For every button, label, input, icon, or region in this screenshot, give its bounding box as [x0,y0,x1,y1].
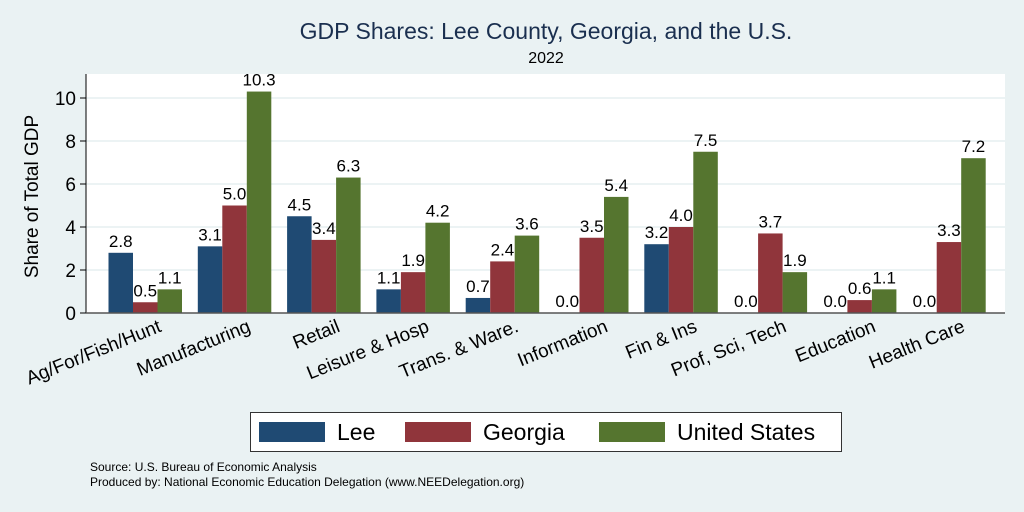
bar-georgia [668,227,694,313]
y-tick-label: 4 [65,218,76,239]
y-tick-label: 10 [55,89,76,110]
bar-georgia [758,233,783,313]
bar-lee [197,246,223,313]
bar-united-states [514,235,540,313]
data-label: 3.5 [580,217,604,236]
data-label: 0.0 [555,292,579,311]
notes: Source: U.S. Bureau of Economic Analysis… [90,460,524,490]
data-label: 4.0 [669,206,693,225]
data-label: 3.2 [645,223,669,242]
legend-label-lee: Lee [337,418,376,445]
y-tick-label: 2 [65,261,76,282]
data-label: 3.1 [198,225,222,244]
x-tick-label: Retail [290,316,343,354]
bar-united-states [246,91,272,313]
data-label: 10.3 [243,71,276,90]
y-axis-label: Share of Total GDP [22,115,43,278]
data-label: 5.4 [604,176,628,195]
data-label: 5.0 [223,185,247,204]
data-label: 2.4 [491,240,515,259]
bar-united-states [871,289,897,313]
data-label: 1.1 [872,268,896,287]
data-label: 1.1 [377,268,401,287]
bar-united-states [782,272,808,313]
bar-lee [465,297,491,313]
data-label: 3.6 [515,215,539,234]
data-label: 7.5 [694,131,718,150]
legend-label-united-states: United States [677,418,816,445]
data-label: 0.6 [848,279,872,298]
bar-lee [376,289,401,313]
x-tick-label: Information [515,316,611,371]
data-label: 4.5 [288,195,312,214]
data-label: 1.9 [783,251,807,270]
data-label: 2.8 [109,232,133,251]
x-tick-label: Education [792,316,878,367]
data-label: 6.3 [337,157,361,176]
bar-united-states [604,196,629,313]
bar-united-states [693,151,718,313]
x-tick-label: Health Care [866,316,968,373]
y-tick-label: 0 [65,304,76,325]
legend-swatch-georgia [405,422,471,442]
bar-georgia [936,242,962,313]
data-label: 1.1 [158,268,182,287]
data-label: 0.0 [823,292,847,311]
data-label: 0.0 [734,292,758,311]
bar-united-states [961,158,986,313]
legend-label-georgia: Georgia [483,418,565,445]
legend-swatch-united-states [599,422,665,442]
legend: Lee Georgia United States [250,412,842,452]
bar-united-states [336,177,361,313]
bar-georgia [222,205,247,313]
bar-georgia [579,237,604,313]
legend-swatch-lee [259,422,325,442]
bar-georgia [847,300,872,313]
source-note: Source: U.S. Bureau of Economic Analysis [90,460,317,474]
y-tick-label: 6 [65,175,76,196]
bar-georgia [133,302,158,313]
data-label: 3.3 [937,221,961,240]
data-label: 3.4 [312,219,336,238]
bar-georgia [311,239,337,313]
data-label: 0.5 [133,281,157,300]
data-label: 4.2 [426,202,450,221]
bar-georgia [400,272,426,313]
chart-subtitle: 2022 [528,50,564,67]
data-label: 0.7 [466,277,490,296]
bar-lee [108,252,133,313]
data-label: 0.0 [913,292,937,311]
chart-title: GDP Shares: Lee County, Georgia, and the… [299,18,793,44]
produced-by-note: Produced by: National Economic Education… [90,475,525,489]
bar-united-states [157,289,182,313]
y-tick-label: 8 [65,132,76,153]
legend-item-georgia: Georgia [405,418,565,445]
bar-georgia [490,261,515,313]
data-label: 3.7 [759,212,783,231]
legend-item-united-states: United States [599,418,816,445]
bar-lee [644,244,669,313]
bar-united-states [425,222,450,313]
legend-item-lee: Lee [259,418,376,445]
data-label: 1.9 [401,251,425,270]
bar-lee [287,216,312,313]
data-label: 7.2 [962,137,986,156]
